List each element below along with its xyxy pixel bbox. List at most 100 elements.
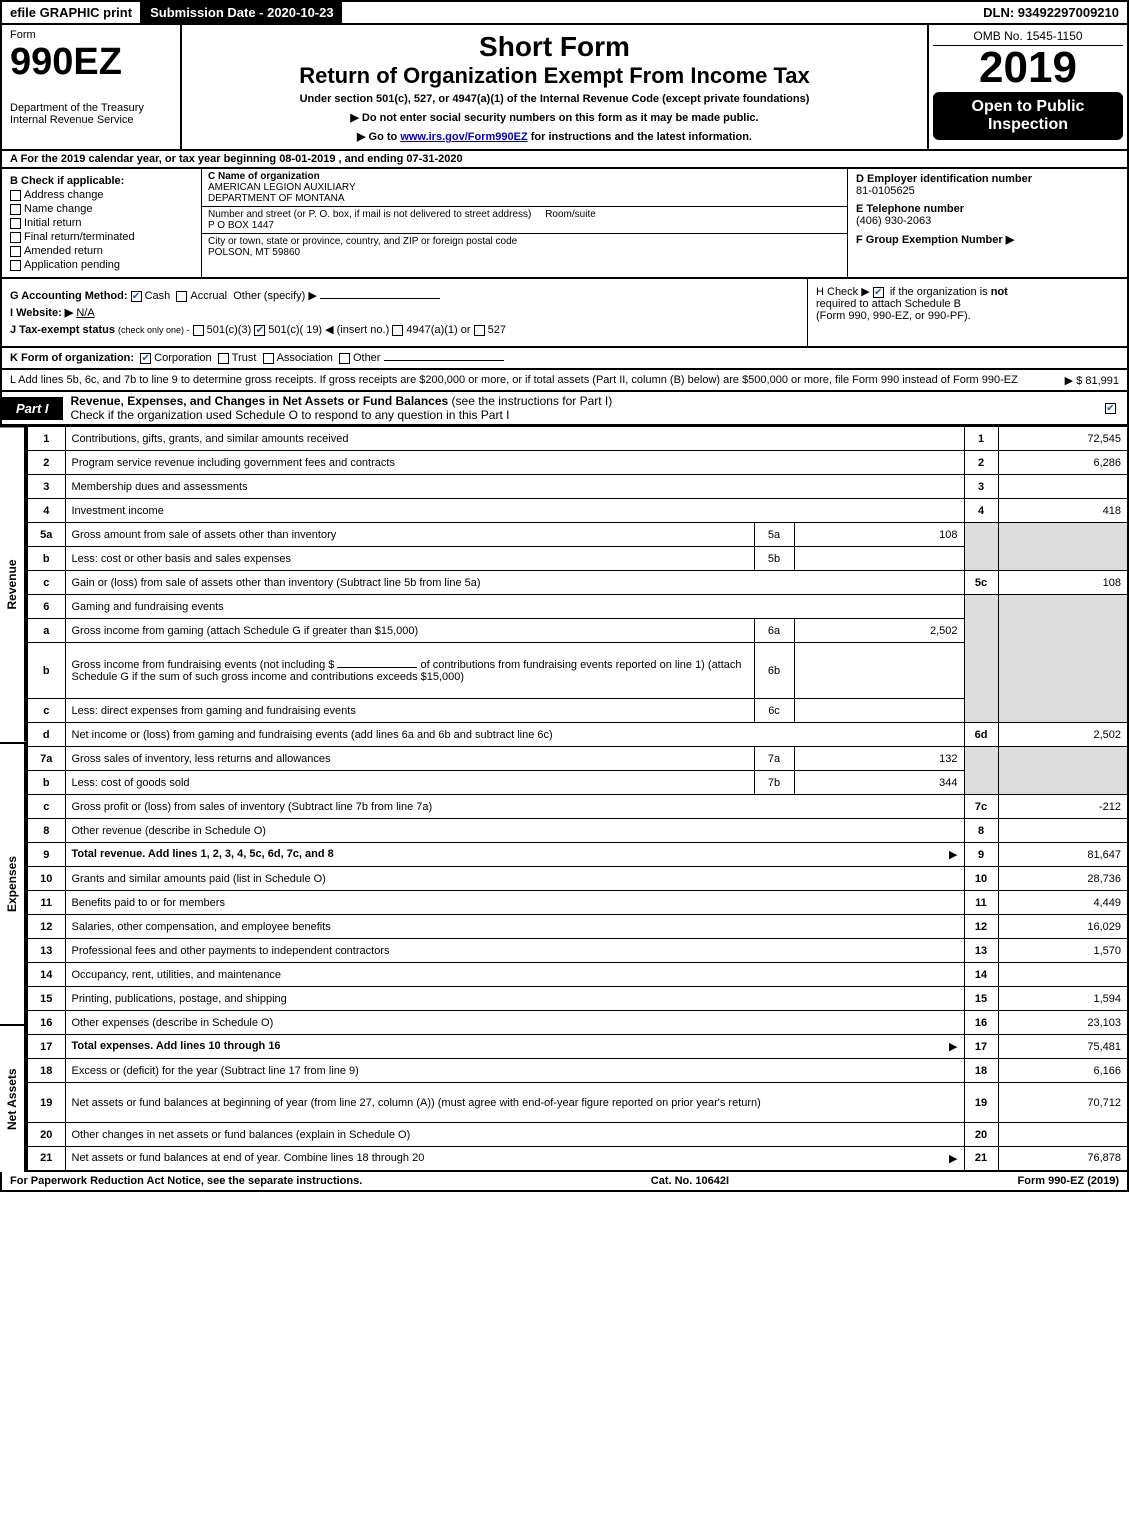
org-name-1: AMERICAN LEGION AUXILIARY [208,182,356,193]
section-a: A For the 2019 calendar year, or tax yea… [0,151,1129,169]
check-501c3[interactable] [193,325,204,336]
check-501c[interactable] [254,325,265,336]
line-1: 1Contributions, gifts, grants, and simil… [27,427,1128,451]
line-17: 17Total expenses. Add lines 10 through 1… [27,1035,1128,1059]
j-d: 527 [488,324,506,336]
line-6b: bGross income from fundraising events (n… [27,643,1128,699]
check-cash[interactable] [131,291,142,302]
line-9-desc: Total revenue. Add lines 1, 2, 3, 4, 5c,… [65,843,964,867]
k-label: K Form of organization: [10,352,134,364]
footer-left: For Paperwork Reduction Act Notice, see … [10,1175,362,1187]
ein-value: 81-0105625 [856,185,915,197]
header-center: Short Form Return of Organization Exempt… [182,25,927,149]
b-addr: Address change [24,189,104,201]
check-trust[interactable] [218,353,229,364]
arrow-21: ▶ [949,1152,957,1165]
lines-table: 1Contributions, gifts, grants, and simil… [26,426,1129,1172]
line-4: 4Investment income4418 [27,499,1128,523]
check-assoc[interactable] [263,353,274,364]
check-schedule-o[interactable] [1105,403,1116,414]
check-4947[interactable] [392,325,403,336]
l-block: L Add lines 5b, 6c, and 7b to line 9 to … [0,370,1129,392]
b-amend: Amended return [24,245,103,257]
g-accrual: Accrual [190,290,227,302]
b-app: Application pending [24,259,120,271]
g-label: G Accounting Method: [10,290,128,302]
c-label: C Name of organization [208,171,320,182]
check-amended[interactable] [10,246,21,257]
subtitle: Under section 501(c), 527, or 4947(a)(1)… [188,93,921,105]
line-6a: aGross income from gaming (attach Schedu… [27,619,1128,643]
check-pending[interactable] [10,260,21,271]
6b-d1: Gross income from fundraising events (no… [72,659,338,671]
pointer-1: ▶ Do not enter social security numbers o… [188,111,921,124]
k-other-line [384,360,504,361]
check-final[interactable] [10,232,21,243]
line-19: 19Net assets or fund balances at beginni… [27,1083,1128,1123]
line-17-desc: Total expenses. Add lines 10 through 16 … [65,1035,964,1059]
check-corp[interactable] [140,353,151,364]
line-8: 8Other revenue (describe in Schedule O)8 [27,819,1128,843]
side-revenue: Revenue [0,426,26,742]
open-inspection: Open to Public Inspection [933,92,1123,140]
line-6d: dNet income or (loss) from gaming and fu… [27,723,1128,747]
k-other: Other [353,352,381,364]
irs-link[interactable]: www.irs.gov/Form990EZ [400,131,527,143]
org-name-2: DEPARTMENT OF MONTANA [208,193,345,204]
6b-blank [337,667,417,668]
footer-form: Form 990-EZ (2019) [1018,1175,1119,1187]
lines-wrap: Revenue Expenses Net Assets 1Contributio… [0,426,1129,1172]
l-text: L Add lines 5b, 6c, and 7b to line 9 to … [10,374,1018,386]
dln: DLN: 93492297009210 [975,2,1127,23]
top-bar: efile GRAPHIC print Submission Date - 20… [0,0,1129,25]
line-6c: cLess: direct expenses from gaming and f… [27,699,1128,723]
submission-date: Submission Date - 2020-10-23 [142,2,342,23]
h-b: if the organization is [890,286,991,298]
section-def: D Employer identification number81-01056… [847,169,1127,277]
k-assoc: Association [277,352,333,364]
check-other[interactable] [339,353,350,364]
room-label: Room/suite [545,209,596,220]
j-hint: (check only one) - [118,325,190,335]
check-initial[interactable] [10,218,21,229]
p2-b: for instructions and the latest informat… [528,131,752,143]
b-init: Initial return [24,217,81,229]
k-block: K Form of organization: Corporation Trus… [0,348,1129,370]
b-title: B Check if applicable: [10,175,193,187]
form-label: Form [10,29,172,41]
p1-hint: (see the instructions for Part I) [452,394,613,408]
header-right: OMB No. 1545-1150 2019 Open to Public In… [927,25,1127,149]
line-5c: cGain or (loss) from sale of assets othe… [27,571,1128,595]
footer: For Paperwork Reduction Act Notice, see … [0,1172,1129,1192]
check-name[interactable] [10,204,21,215]
street-label: Number and street (or P. O. box, if mail… [208,209,531,220]
arrow-17: ▶ [949,1040,957,1053]
e-label: E Telephone number [856,203,964,215]
part1-checkbox-cell [1097,400,1127,416]
check-527[interactable] [474,325,485,336]
h-c: required to attach Schedule B [816,298,961,310]
check-h[interactable] [873,287,884,298]
tax-year: 2019 [933,46,1123,90]
dept-label: Department of the Treasury [10,102,172,114]
short-form-title: Short Form [188,31,921,63]
line-15: 15Printing, publications, postage, and s… [27,987,1128,1011]
line-13: 13Professional fees and other payments t… [27,939,1128,963]
check-accrual[interactable] [176,291,187,302]
line-3: 3Membership dues and assessments3 [27,475,1128,499]
b-name: Name change [24,203,93,215]
21d: Net assets or fund balances at end of ye… [72,1152,425,1164]
header-left: Form 990EZ Department of the Treasury In… [2,25,182,149]
arrow-9: ▶ [949,848,957,861]
line-11: 11Benefits paid to or for members114,449 [27,891,1128,915]
part1-title: Revenue, Expenses, and Changes in Net As… [63,392,1097,424]
info-block: B Check if applicable: Address change Na… [0,169,1129,279]
line-6: 6Gaming and fundraising events [27,595,1128,619]
j-c: 4947(a)(1) or [406,324,470,336]
return-title: Return of Organization Exempt From Incom… [188,63,921,89]
check-address[interactable] [10,190,21,201]
p2-a: ▶ Go to [357,131,400,143]
line-12: 12Salaries, other compensation, and empl… [27,915,1128,939]
side-netassets: Net Assets [0,1024,26,1172]
line-21: 21Net assets or fund balances at end of … [27,1147,1128,1171]
